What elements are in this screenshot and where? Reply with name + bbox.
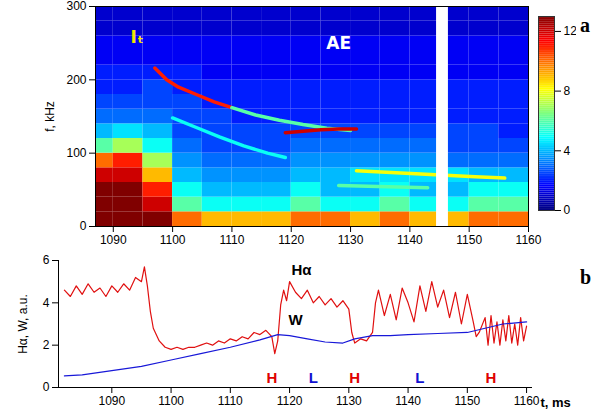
svg-text:Hα: Hα — [291, 261, 312, 278]
svg-text:1160: 1160 — [516, 233, 542, 247]
html-text:b: b — [580, 266, 592, 288]
svg-text:2: 2 — [43, 338, 50, 352]
svg-text:0: 0 — [564, 203, 571, 217]
svg-text:H: H — [349, 369, 360, 386]
svg-text:8: 8 — [564, 84, 571, 98]
svg-text:t, ms: t, ms — [541, 395, 571, 410]
svg-text:12: 12 — [564, 24, 577, 38]
svg-text:W: W — [288, 311, 303, 328]
svg-text:200: 200 — [66, 73, 86, 87]
svg-text:1120: 1120 — [278, 233, 304, 247]
html-text:a: a — [580, 14, 590, 36]
svg-text:AE: AE — [326, 33, 351, 53]
svg-text:0: 0 — [43, 380, 50, 394]
svg-text:H: H — [486, 369, 497, 386]
svg-text:1160: 1160 — [514, 394, 540, 408]
svg-text:1100: 1100 — [158, 394, 184, 408]
svg-text:4: 4 — [564, 144, 571, 158]
svg-text:100: 100 — [66, 146, 86, 160]
svg-text:300: 300 — [66, 0, 86, 13]
svg-text:1130: 1130 — [336, 394, 362, 408]
svg-text:1090: 1090 — [98, 394, 125, 408]
svg-text:1110: 1110 — [219, 233, 244, 247]
svg-text:0: 0 — [80, 219, 87, 233]
svg-text:1100: 1100 — [160, 233, 186, 247]
svg-text:Iₜ: Iₜ — [131, 27, 144, 47]
svg-text:4: 4 — [43, 296, 50, 310]
svg-text:1090: 1090 — [100, 233, 127, 247]
svg-text:1130: 1130 — [338, 233, 364, 247]
svg-text:L: L — [309, 369, 318, 386]
svg-text:1140: 1140 — [397, 233, 423, 247]
svg-text:Hα, W, a.u.: Hα, W, a.u. — [16, 294, 30, 354]
svg-text:1120: 1120 — [277, 394, 303, 408]
svg-text:L: L — [415, 369, 424, 386]
svg-text:1140: 1140 — [395, 394, 421, 408]
svg-text:1150: 1150 — [456, 233, 482, 247]
svg-text:f, kHz: f, kHz — [43, 101, 57, 132]
svg-text:1150: 1150 — [454, 394, 480, 408]
svg-text:1110: 1110 — [218, 394, 243, 408]
svg-text:6: 6 — [43, 253, 50, 267]
svg-text:H: H — [266, 369, 277, 386]
